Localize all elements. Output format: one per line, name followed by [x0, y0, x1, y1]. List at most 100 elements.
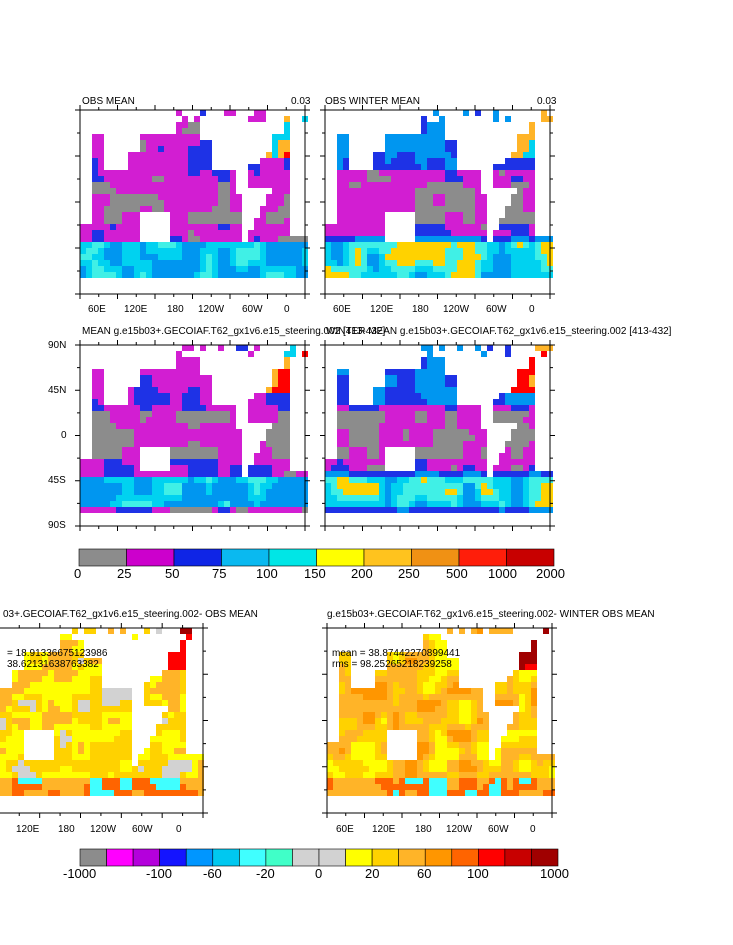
field-cell [158, 170, 164, 176]
field-cell [224, 248, 230, 254]
field-cell [391, 393, 397, 399]
field-cell [441, 712, 447, 718]
field-cell [463, 236, 469, 242]
field-cell [409, 435, 415, 441]
field-cell [92, 423, 98, 429]
field-cell [529, 471, 535, 477]
field-cell [511, 152, 517, 158]
field-cell [439, 471, 445, 477]
field-cell [224, 423, 230, 429]
field-cell [387, 670, 393, 676]
field-cell [343, 441, 349, 447]
field-cell [435, 634, 441, 640]
field-cell [393, 664, 399, 670]
field-cell [355, 429, 361, 435]
field-cell [475, 441, 481, 447]
field-cell [170, 459, 176, 465]
field-cell [457, 248, 463, 254]
field-cell [379, 459, 385, 465]
field-cell [355, 465, 361, 471]
field-cell [248, 351, 254, 357]
field-cell [200, 230, 206, 236]
field-cell [188, 459, 194, 465]
field-cell [12, 754, 18, 760]
field-cell [409, 387, 415, 393]
field-cell [517, 399, 523, 405]
field-cell [188, 188, 194, 194]
field-cell [78, 724, 84, 730]
field-cell [144, 766, 150, 772]
field-cell [529, 170, 535, 176]
field-cell [72, 664, 78, 670]
field-cell [182, 429, 188, 435]
field-cell [248, 501, 254, 507]
field-cell [529, 441, 535, 447]
field-cell [110, 483, 116, 489]
field-cell [146, 495, 152, 501]
field-cell [471, 712, 477, 718]
field-cell [525, 766, 531, 772]
field-cell [387, 688, 393, 694]
field-cell [529, 495, 535, 501]
field-cell [110, 405, 116, 411]
field-cell [325, 230, 331, 236]
field-cell [391, 140, 397, 146]
field-cell [541, 260, 547, 266]
field-cell [483, 742, 489, 748]
field-cell [284, 381, 290, 387]
field-cell [475, 507, 481, 513]
field-cell [164, 140, 170, 146]
field-cell [194, 501, 200, 507]
field-cell [272, 393, 278, 399]
field-cell [230, 206, 236, 212]
field-cell [164, 393, 170, 399]
field-cell [182, 218, 188, 224]
field-cell [254, 182, 260, 188]
field-cell [78, 730, 84, 736]
field-cell [381, 688, 387, 694]
field-cell [457, 254, 463, 260]
field-cell [517, 483, 523, 489]
field-cell [399, 676, 405, 682]
field-cell [164, 429, 170, 435]
field-cell [511, 266, 517, 272]
field-cell [475, 429, 481, 435]
field-cell [254, 345, 260, 351]
field-cell [176, 272, 182, 278]
field-cell [345, 700, 351, 706]
field-cell [260, 417, 266, 423]
field-cell [355, 477, 361, 483]
field-cell [483, 790, 489, 796]
field-cell [254, 110, 260, 116]
field-cell [403, 483, 409, 489]
field-cell [451, 411, 457, 417]
field-cell [477, 700, 483, 706]
field-cell [469, 218, 475, 224]
field-cell [296, 242, 302, 248]
field-cell [429, 790, 435, 796]
field-cell [357, 772, 363, 778]
field-cell [409, 158, 415, 164]
field-cell [60, 742, 66, 748]
field-cell [122, 170, 128, 176]
field-cell [391, 423, 397, 429]
field-cell [493, 266, 499, 272]
ytick: 0 [61, 430, 67, 441]
field-cell [200, 236, 206, 242]
field-cell [128, 182, 134, 188]
field-cell [379, 158, 385, 164]
field-cell [367, 212, 373, 218]
field-cell [381, 724, 387, 730]
field-cell [188, 122, 194, 128]
field-cell [417, 712, 423, 718]
field-cell [102, 688, 108, 694]
colorbar-box [478, 848, 506, 867]
field-cell [110, 435, 116, 441]
field-cell [176, 459, 182, 465]
colorbar-label: 0 [74, 566, 82, 581]
field-cell [168, 736, 174, 742]
field-cell [447, 682, 453, 688]
field-cell [415, 212, 421, 218]
field-cell [325, 489, 331, 495]
field-cell [66, 748, 72, 754]
